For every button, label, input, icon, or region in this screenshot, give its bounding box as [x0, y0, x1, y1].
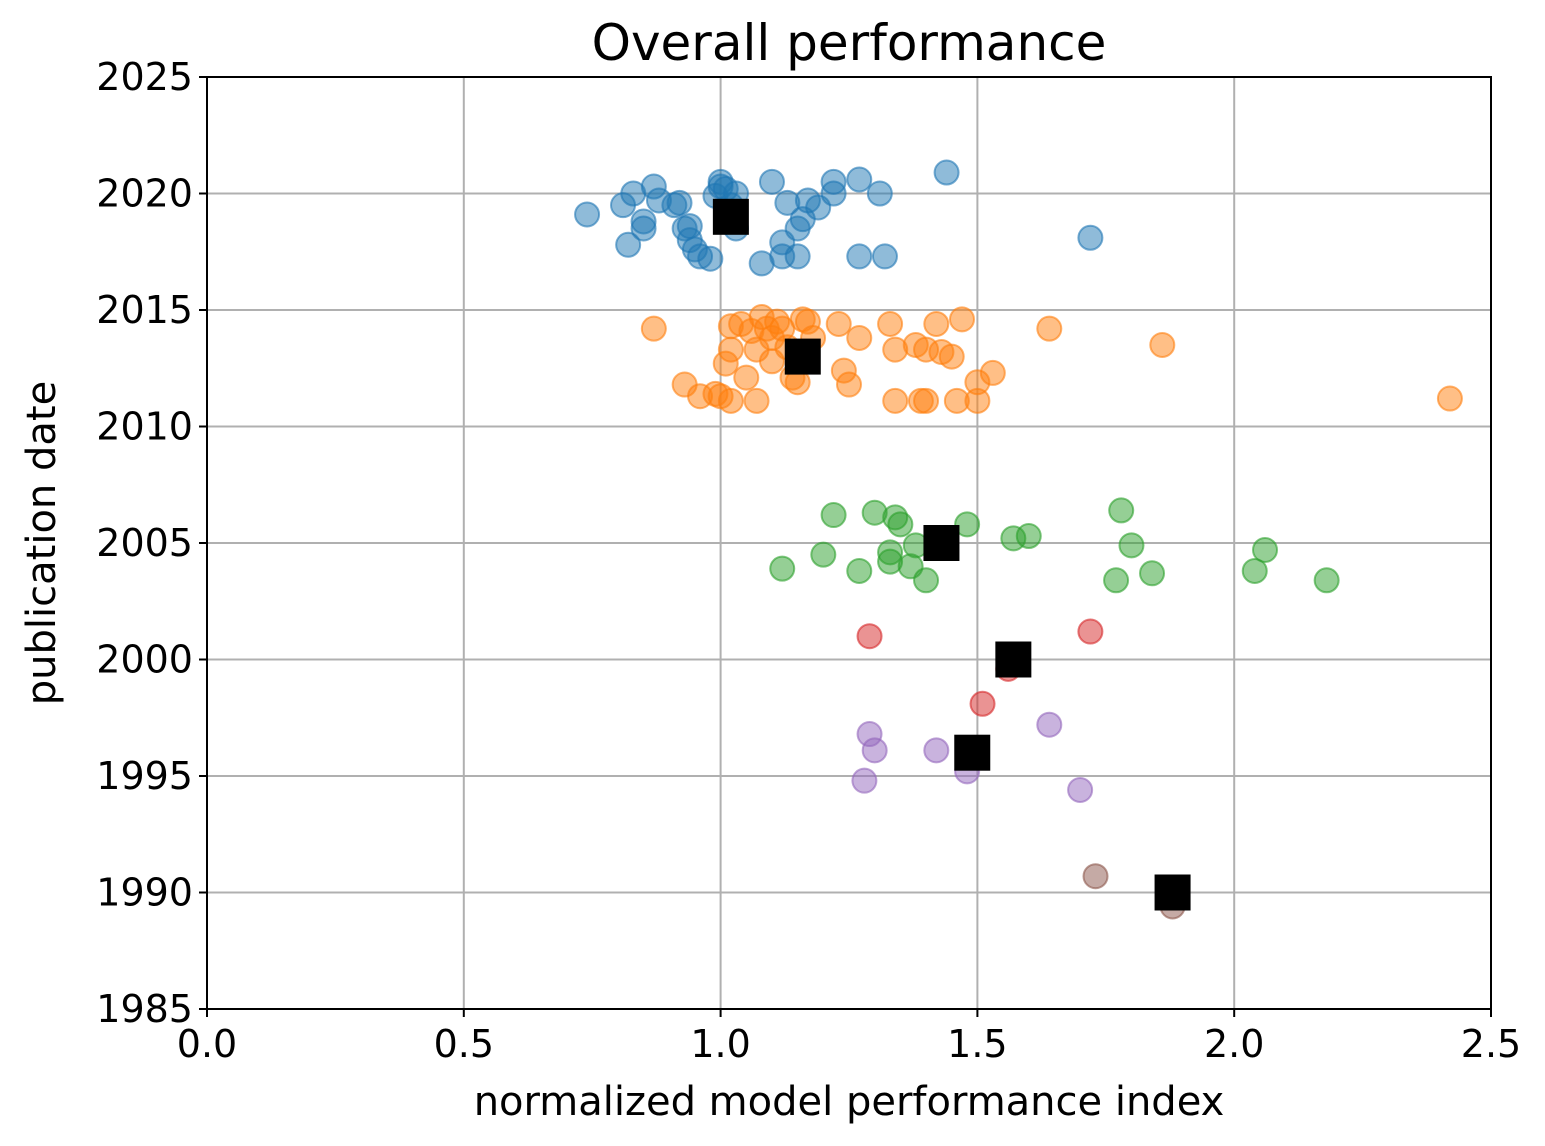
- data-point-series-1: [697, 245, 724, 272]
- data-point-series-2: [640, 315, 667, 342]
- data-point-series-2: [923, 310, 950, 337]
- data-point-series-3: [1108, 497, 1135, 524]
- x-axis-label: normalized model performance index: [474, 1079, 1225, 1125]
- data-point-series-2: [913, 387, 940, 414]
- data-point-series-1: [758, 168, 785, 195]
- data-point-series-1: [784, 243, 811, 270]
- chart-title: Overall performance: [592, 14, 1107, 72]
- data-point-series-1: [871, 243, 898, 270]
- data-point-series-2: [1036, 315, 1063, 342]
- data-point-series-3: [913, 567, 940, 594]
- data-point-series-3: [1313, 567, 1340, 594]
- data-point-series-3: [954, 511, 981, 538]
- mean-marker: [784, 338, 821, 375]
- data-point-series-1: [666, 189, 693, 216]
- data-point-series-1: [1077, 224, 1104, 251]
- data-point-series-3: [1015, 523, 1042, 550]
- data-point-series-4: [969, 690, 996, 717]
- data-point-series-3: [1241, 557, 1268, 584]
- data-point-series-1: [615, 231, 642, 258]
- data-point-series-3: [877, 539, 904, 566]
- data-point-series-3: [820, 502, 847, 529]
- y-axis-label: publication date: [19, 381, 65, 705]
- y-tick-label: 2015: [96, 288, 193, 332]
- y-tick-label: 2010: [96, 405, 193, 449]
- x-tick-label: 1.0: [690, 1022, 750, 1066]
- data-point-series-2: [979, 359, 1006, 386]
- y-tick-label: 2000: [96, 638, 193, 682]
- data-point-series-2: [743, 387, 770, 414]
- x-tick-label: 1.5: [947, 1022, 1007, 1066]
- y-tick-label: 2025: [96, 55, 193, 99]
- data-point-series-1: [846, 243, 873, 270]
- x-tick-label: 0.0: [177, 1022, 237, 1066]
- x-tick-label: 0.5: [434, 1022, 494, 1066]
- data-point-series-1: [846, 166, 873, 193]
- mean-markers: [712, 198, 1191, 911]
- data-point-series-3: [810, 541, 837, 568]
- data-point-series-2: [882, 387, 909, 414]
- data-point-series-3: [846, 557, 873, 584]
- y-tick-label: 2020: [96, 172, 193, 216]
- data-point-series-2: [1436, 385, 1463, 412]
- data-point-series-2: [717, 336, 744, 363]
- data-point-series-1: [933, 159, 960, 186]
- mean-marker: [1154, 874, 1191, 911]
- data-point-series-3: [1103, 567, 1130, 594]
- data-point-series-3: [887, 511, 914, 538]
- y-tick-label: 2005: [96, 521, 193, 565]
- data-point-series-2: [717, 387, 744, 414]
- data-point-series-1: [574, 201, 601, 228]
- data-point-series-3: [1139, 560, 1166, 587]
- data-points: [574, 159, 1463, 920]
- x-tick-label: 2.5: [1461, 1022, 1521, 1066]
- data-point-series-3: [769, 555, 796, 582]
- mean-marker: [712, 198, 749, 235]
- mean-marker: [995, 641, 1032, 678]
- mean-marker: [923, 525, 960, 561]
- axis-ticks: 0.0 0.5 1.0 1.5 2.0 2.5 1985 1990 1995 2000 2005 20…: [96, 55, 1521, 1066]
- grid-lines: [206, 76, 1492, 1010]
- data-point-series-2: [1149, 331, 1176, 358]
- data-point-series-5: [1036, 711, 1063, 738]
- data-point-series-3: [1252, 536, 1279, 563]
- mean-marker: [954, 734, 991, 771]
- data-point-series-1: [820, 168, 847, 195]
- data-point-series-2: [825, 310, 852, 337]
- data-point-series-2: [948, 306, 975, 333]
- data-point-series-4: [1077, 618, 1104, 645]
- data-point-series-5: [1067, 776, 1094, 803]
- data-point-series-2: [733, 364, 760, 391]
- data-point-series-4: [856, 623, 883, 650]
- x-tick-label: 2.0: [1204, 1022, 1264, 1066]
- data-point-series-2: [938, 343, 965, 370]
- y-tick-label: 1990: [96, 871, 193, 915]
- data-point-series-6: [1082, 863, 1109, 890]
- data-point-series-5: [861, 737, 888, 764]
- y-tick-label: 1985: [96, 987, 193, 1031]
- data-point-series-2: [846, 324, 873, 351]
- data-point-series-5: [923, 737, 950, 764]
- y-tick-label: 1995: [96, 754, 193, 798]
- data-point-series-1: [676, 213, 703, 240]
- data-point-series-5: [851, 767, 878, 794]
- data-point-series-2: [877, 310, 904, 337]
- data-point-series-3: [1118, 532, 1145, 559]
- data-point-series-1: [630, 215, 657, 242]
- data-point-series-2: [836, 371, 862, 398]
- data-point-series-1: [866, 180, 893, 207]
